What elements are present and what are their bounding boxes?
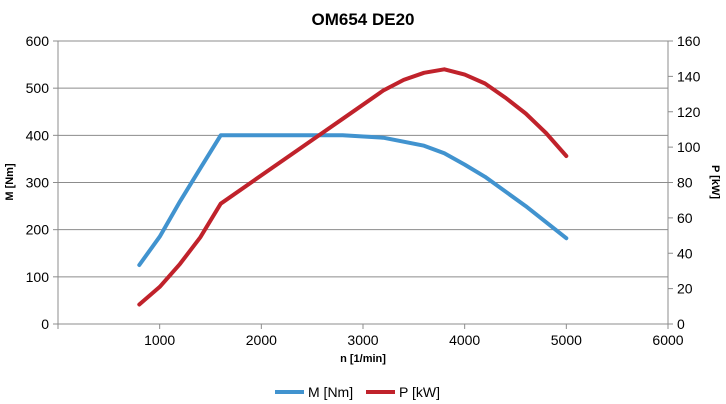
x-tick-label-2000: 2000 [246,332,277,348]
grid-lines [58,40,668,278]
series-line-power [137,67,569,307]
y2-tick-label-140: 140 [677,68,701,84]
series-lines [137,67,569,307]
y2-axis-label: P [kW] [709,165,721,199]
y-tick-label-0: 0 [41,316,49,332]
y-tick-label-400: 400 [26,127,50,143]
y2-tick-label-40: 40 [677,245,693,261]
x-tick-label-5000: 5000 [551,332,582,348]
legend: M [Nm] P [kW] [275,384,440,400]
x-tick-label-1000: 1000 [144,332,175,348]
y2-tick-label-80: 80 [677,175,693,191]
y-tick-label-600: 600 [26,33,50,49]
y2-tick-label-20: 20 [677,281,693,297]
x-tick-labels: 1000 2000 3000 4000 5000 6000 [144,332,684,348]
y2-tick-label-120: 120 [677,104,701,120]
chart-title: OM654 DE20 [312,10,415,29]
axes [53,40,673,329]
legend-m-label: M [Nm] [308,384,353,400]
y2-tick-label-0: 0 [677,316,685,332]
series-line-torque [137,133,569,267]
y2-tick-label-160: 160 [677,33,701,49]
y2-tick-labels: 0 20 40 60 80 100 120 140 160 [677,33,701,332]
y-axis-label: M [Nm] [4,163,16,201]
y-tick-label-100: 100 [26,269,50,285]
y-tick-labels: 0 100 200 300 400 500 600 [26,33,50,332]
y-tick-label-300: 300 [26,175,50,191]
y2-tick-label-60: 60 [677,210,693,226]
x-tick-label-4000: 4000 [449,332,480,348]
x-tick-label-6000: 6000 [652,332,683,348]
y2-tick-label-100: 100 [677,139,701,155]
x-tick-label-3000: 3000 [347,332,378,348]
y-tick-label-500: 500 [26,80,50,96]
x-axis-label: n [1/min] [340,353,386,365]
legend-p-label: P [kW] [399,384,440,400]
y-tick-label-200: 200 [26,222,50,238]
